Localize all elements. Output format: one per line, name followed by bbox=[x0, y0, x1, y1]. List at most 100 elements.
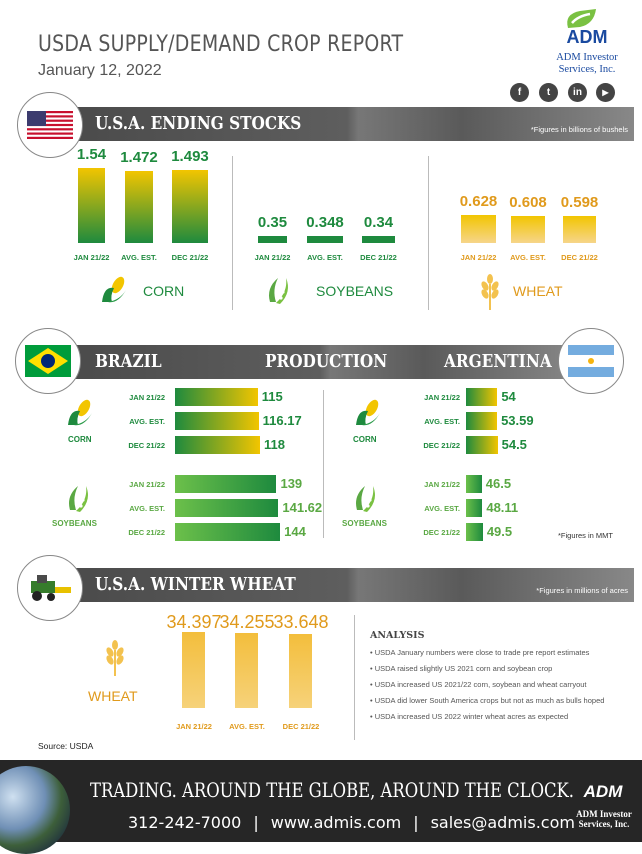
wheat-icon bbox=[100, 640, 130, 681]
ending-stocks-bar bbox=[511, 215, 545, 243]
corn-icon bbox=[352, 397, 384, 434]
row-label: DEC 21/22 bbox=[128, 441, 165, 450]
divider bbox=[354, 615, 355, 740]
brazil-corn-bar bbox=[175, 388, 258, 406]
bar-value: 141.62 bbox=[282, 500, 323, 515]
adm-logo: ADM bbox=[566, 27, 608, 47]
ending-stocks-bar bbox=[258, 236, 287, 243]
bar-label: JAN 21/22 bbox=[176, 722, 212, 731]
winter-wheat-bar bbox=[182, 632, 205, 708]
brazil-flag-icon bbox=[25, 345, 71, 377]
analysis-item: • USDA increased US 2022 winter wheat ac… bbox=[370, 712, 569, 721]
youtube-icon[interactable]: ▶ bbox=[596, 83, 615, 102]
bar-value: 0.35 bbox=[257, 214, 288, 231]
row-label: AVG. EST. bbox=[424, 417, 460, 426]
ending-stocks-bar bbox=[563, 216, 596, 243]
bar-label: DEC 21/22 bbox=[171, 253, 209, 262]
brazil-flag-badge bbox=[15, 328, 81, 394]
corn-icon bbox=[64, 397, 96, 434]
brazil-title: BRAZIL bbox=[95, 351, 162, 372]
argentina-title: ARGENTINA bbox=[444, 351, 552, 372]
ending-stocks-bar bbox=[78, 168, 105, 243]
email-link[interactable]: sales@admis.com bbox=[430, 813, 575, 832]
bar-value: 0.34 bbox=[363, 214, 394, 232]
facebook-icon[interactable]: f bbox=[510, 83, 529, 102]
ending-stocks-bar bbox=[307, 236, 343, 243]
bar-value: 115 bbox=[261, 389, 283, 404]
separator: | bbox=[413, 813, 419, 832]
usa-flag-badge bbox=[17, 92, 83, 158]
brand-line1: ADM Investor bbox=[576, 809, 632, 819]
footer-banner: TRADING. AROUND THE GLOBE, AROUND THE CL… bbox=[0, 760, 642, 854]
bar-label: DEC 21/22 bbox=[561, 253, 598, 262]
corn-icon bbox=[98, 274, 130, 311]
units-note: *Figures in millions of acres bbox=[536, 586, 628, 595]
argentina-corn-bar bbox=[466, 388, 498, 406]
combine-harvester-badge bbox=[17, 555, 83, 621]
analysis-item: • USDA raised slightly US 2021 corn and … bbox=[370, 664, 553, 673]
crop-name: WHEAT bbox=[88, 688, 138, 704]
crop-name: SOYBEANS bbox=[342, 519, 387, 528]
section-title: U.S.A. ENDING STOCKS bbox=[95, 113, 302, 134]
brazil-soybeans-bar bbox=[175, 499, 279, 517]
row-label: DEC 21/22 bbox=[128, 528, 165, 537]
website-link[interactable]: www.admis.com bbox=[270, 813, 402, 832]
brand-line2: Services, Inc. bbox=[558, 64, 616, 75]
row-label: AVG. EST. bbox=[424, 504, 460, 513]
linkedin-icon[interactable]: in bbox=[568, 83, 587, 102]
brand-line2: Services, Inc. bbox=[578, 819, 630, 829]
row-label: DEC 21/22 bbox=[423, 441, 460, 450]
bar-value: 1.472 bbox=[120, 149, 158, 167]
bar-value: 33.648 bbox=[273, 612, 329, 632]
row-label: JAN 21/22 bbox=[424, 480, 460, 489]
row-label: DEC 21/22 bbox=[423, 528, 460, 537]
row-label: JAN 21/22 bbox=[424, 393, 460, 402]
bar-value: 1.493 bbox=[171, 148, 209, 166]
bar-label: DEC 21/22 bbox=[282, 722, 320, 731]
soybean-icon bbox=[349, 482, 381, 519]
divider bbox=[323, 390, 324, 538]
ending-stocks-bar bbox=[172, 170, 208, 243]
globe-image bbox=[0, 766, 70, 854]
phone-number[interactable]: 312-242-7000 bbox=[128, 813, 242, 832]
row-label: JAN 21/22 bbox=[129, 393, 165, 402]
usa-flag-icon bbox=[27, 111, 73, 139]
brazil-soybeans-bar bbox=[175, 475, 277, 493]
bar-label: AVG. EST. bbox=[307, 253, 343, 262]
production-header: BRAZIL PRODUCTION ARGENTINA bbox=[60, 345, 580, 379]
bar-value: 54 bbox=[501, 389, 516, 404]
ending-stocks-bar bbox=[461, 214, 496, 243]
bar-value: 46.5 bbox=[485, 476, 512, 491]
argentina-soybeans-bar bbox=[466, 523, 483, 541]
crop-name: SOYBEANS bbox=[52, 519, 97, 528]
bar-label: JAN 21/22 bbox=[254, 253, 291, 262]
wheat-icon bbox=[475, 274, 505, 315]
bar-value: 0.628 bbox=[459, 192, 498, 210]
argentina-soybeans-bar bbox=[466, 475, 482, 493]
argentina-flag-badge bbox=[558, 328, 624, 394]
bar-label: AVG. EST. bbox=[121, 253, 157, 262]
argentina-flag-icon bbox=[568, 345, 614, 377]
row-label: AVG. EST. bbox=[129, 417, 165, 426]
adm-leaf-logo-icon bbox=[567, 9, 596, 28]
report-date: January 12, 2022 bbox=[38, 62, 162, 79]
separator: | bbox=[253, 813, 259, 832]
crop-name: CORN bbox=[353, 435, 377, 444]
adm-footer-subtitle: ADM Investor Services, Inc. bbox=[570, 809, 638, 829]
twitter-icon[interactable]: t bbox=[539, 83, 558, 102]
analysis-panel: ANALYSIS • USDA January numbers were clo… bbox=[370, 630, 640, 725]
winter-wheat-bar bbox=[289, 633, 312, 708]
brazil-soybeans-bar bbox=[175, 523, 281, 541]
bar-label: AVG. EST. bbox=[229, 722, 265, 731]
report-title: USDA SUPPLY/DEMAND CROP REPORT bbox=[38, 32, 404, 57]
analysis-item: • USDA did lower South America crops but… bbox=[370, 696, 605, 705]
brazil-corn-bar bbox=[175, 436, 260, 454]
bar-value: 34.397 bbox=[166, 612, 222, 632]
source-note: Source: USDA bbox=[38, 741, 94, 751]
bar-value: 49.5 bbox=[486, 524, 513, 539]
adm-footer-logo: ADM bbox=[583, 782, 623, 801]
bar-value: 0.598 bbox=[560, 194, 599, 212]
bar-value: 54.5 bbox=[501, 437, 527, 452]
units-note: *Figures in billions of bushels bbox=[530, 125, 628, 134]
analysis-title: ANALYSIS bbox=[370, 630, 425, 641]
